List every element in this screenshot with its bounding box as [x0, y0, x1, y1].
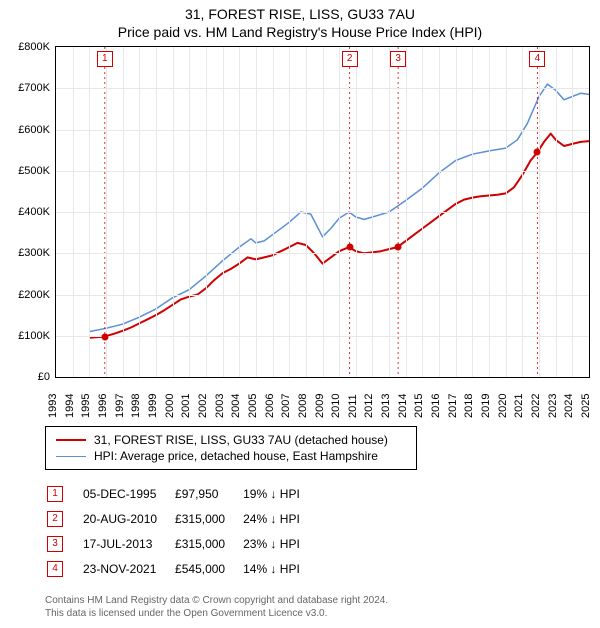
x-tick-label: 1999 — [147, 394, 159, 418]
legend-item-property: 31, FOREST RISE, LISS, GU33 7AU (detache… — [56, 433, 406, 447]
y-tick-label: £500K — [18, 165, 50, 177]
x-tick-label: 2003 — [214, 394, 226, 418]
sale-price: £545,000 — [175, 557, 241, 580]
x-tick-label: 2011 — [347, 394, 359, 418]
x-tick-label: 2000 — [164, 394, 176, 418]
sale-marker-cell: 4 — [47, 557, 81, 580]
x-tick-label: 1998 — [130, 394, 142, 418]
footer-attribution: Contains HM Land Registry data © Crown c… — [45, 594, 590, 620]
sale-dot — [346, 244, 353, 251]
x-tick-label: 2022 — [530, 394, 542, 418]
y-tick-label: £700K — [18, 82, 50, 94]
footer-line: This data is licensed under the Open Gov… — [45, 607, 590, 620]
sale-marker-box: 3 — [47, 536, 63, 552]
x-tick-label: 2010 — [330, 394, 342, 418]
sale-marker-box: 2 — [47, 511, 63, 527]
sale-date: 20-AUG-2010 — [83, 507, 173, 530]
chart-title-address: 31, FOREST RISE, LISS, GU33 7AU — [0, 6, 600, 22]
sale-delta: 24% ↓ HPI — [243, 507, 316, 530]
x-tick-label: 1995 — [80, 394, 92, 418]
sale-dot — [395, 244, 402, 251]
x-tick-label: 2018 — [463, 394, 475, 418]
x-tick-label: 2002 — [197, 394, 209, 418]
legend-label: 31, FOREST RISE, LISS, GU33 7AU (detache… — [94, 433, 388, 447]
x-tick-label: 2014 — [397, 394, 409, 418]
chart-area: £0£100K£200K£300K£400K£500K£600K£700K£80… — [10, 46, 590, 418]
sale-price: £315,000 — [175, 532, 241, 555]
x-tick-label: 2017 — [447, 394, 459, 418]
table-row: 4 23-NOV-2021£545,00014% ↓ HPI — [47, 557, 316, 580]
legend-swatch — [56, 439, 86, 441]
house-price-chart-page: { "title_line1": "31, FOREST RISE, LISS,… — [0, 0, 600, 620]
sale-delta: 23% ↓ HPI — [243, 532, 316, 555]
y-tick-label: £600K — [18, 124, 50, 136]
sale-marker-cell: 2 — [47, 507, 81, 530]
y-tick-label: £800K — [18, 41, 50, 53]
sale-dot — [534, 149, 541, 156]
sale-dot — [101, 333, 108, 340]
x-tick-label: 2013 — [380, 394, 392, 418]
table-row: 2 20-AUG-2010£315,00024% ↓ HPI — [47, 507, 316, 530]
x-tick-label: 2004 — [230, 394, 242, 418]
sale-marker-chart-box: 2 — [342, 51, 358, 67]
legend-item-hpi: HPI: Average price, detached house, East… — [56, 449, 406, 463]
x-tick-label: 1994 — [64, 394, 76, 418]
x-tick-label: 2024 — [563, 394, 575, 418]
y-tick-label: £400K — [18, 206, 50, 218]
y-tick-label: £0 — [38, 371, 50, 383]
x-tick-label: 2015 — [413, 394, 425, 418]
table-row: 3 17-JUL-2013£315,00023% ↓ HPI — [47, 532, 316, 555]
x-tick-label: 2025 — [580, 394, 592, 418]
x-tick-label: 2006 — [264, 394, 276, 418]
x-tick-label: 1997 — [114, 394, 126, 418]
footer-line: Contains HM Land Registry data © Crown c… — [45, 594, 590, 607]
sale-marker-cell: 1 — [47, 482, 81, 505]
x-tick-label: 2005 — [247, 394, 259, 418]
sale-delta: 14% ↓ HPI — [243, 557, 316, 580]
sales-table: 1 05-DEC-1995£97,95019% ↓ HPI 2 20-AUG-2010… — [45, 480, 318, 582]
chart-plot: £0£100K£200K£300K£400K£500K£600K£700K£80… — [55, 46, 590, 378]
sale-marker-box: 1 — [47, 486, 63, 502]
x-tick-label: 2020 — [497, 394, 509, 418]
chart-titles: 31, FOREST RISE, LISS, GU33 7AU Price pa… — [0, 0, 600, 40]
y-tick-label: £300K — [18, 247, 50, 259]
x-tick-label: 2021 — [513, 394, 525, 418]
x-tick-label: 2012 — [363, 394, 375, 418]
y-tick-label: £100K — [18, 330, 50, 342]
legend-label: HPI: Average price, detached house, East… — [94, 449, 378, 463]
x-axis-labels: 1993199419951996199719981999200020012002… — [55, 378, 580, 418]
sale-date: 23-NOV-2021 — [83, 557, 173, 580]
x-tick-label: 1993 — [47, 394, 59, 418]
table-row: 1 05-DEC-1995£97,95019% ↓ HPI — [47, 482, 316, 505]
x-tick-label: 2008 — [297, 394, 309, 418]
y-tick-label: £200K — [18, 289, 50, 301]
x-tick-label: 2019 — [480, 394, 492, 418]
x-tick-label: 2023 — [547, 394, 559, 418]
x-tick-label: 1996 — [97, 394, 109, 418]
chart-legend: 31, FOREST RISE, LISS, GU33 7AU (detache… — [45, 426, 417, 470]
legend-swatch — [56, 456, 86, 457]
sale-delta: 19% ↓ HPI — [243, 482, 316, 505]
x-tick-label: 2007 — [280, 394, 292, 418]
sale-date: 05-DEC-1995 — [83, 482, 173, 505]
x-tick-label: 2001 — [180, 394, 192, 418]
sale-marker-chart-box: 3 — [390, 51, 406, 67]
sale-marker-box: 4 — [47, 561, 63, 577]
sale-marker-cell: 3 — [47, 532, 81, 555]
sale-date: 17-JUL-2013 — [83, 532, 173, 555]
x-tick-label: 2016 — [430, 394, 442, 418]
sale-marker-chart-box: 1 — [97, 51, 113, 67]
x-tick-label: 2009 — [314, 394, 326, 418]
sale-price: £97,950 — [175, 482, 241, 505]
sale-price: £315,000 — [175, 507, 241, 530]
sale-marker-chart-box: 4 — [529, 51, 545, 67]
chart-title-subtitle: Price paid vs. HM Land Registry's House … — [0, 24, 600, 40]
